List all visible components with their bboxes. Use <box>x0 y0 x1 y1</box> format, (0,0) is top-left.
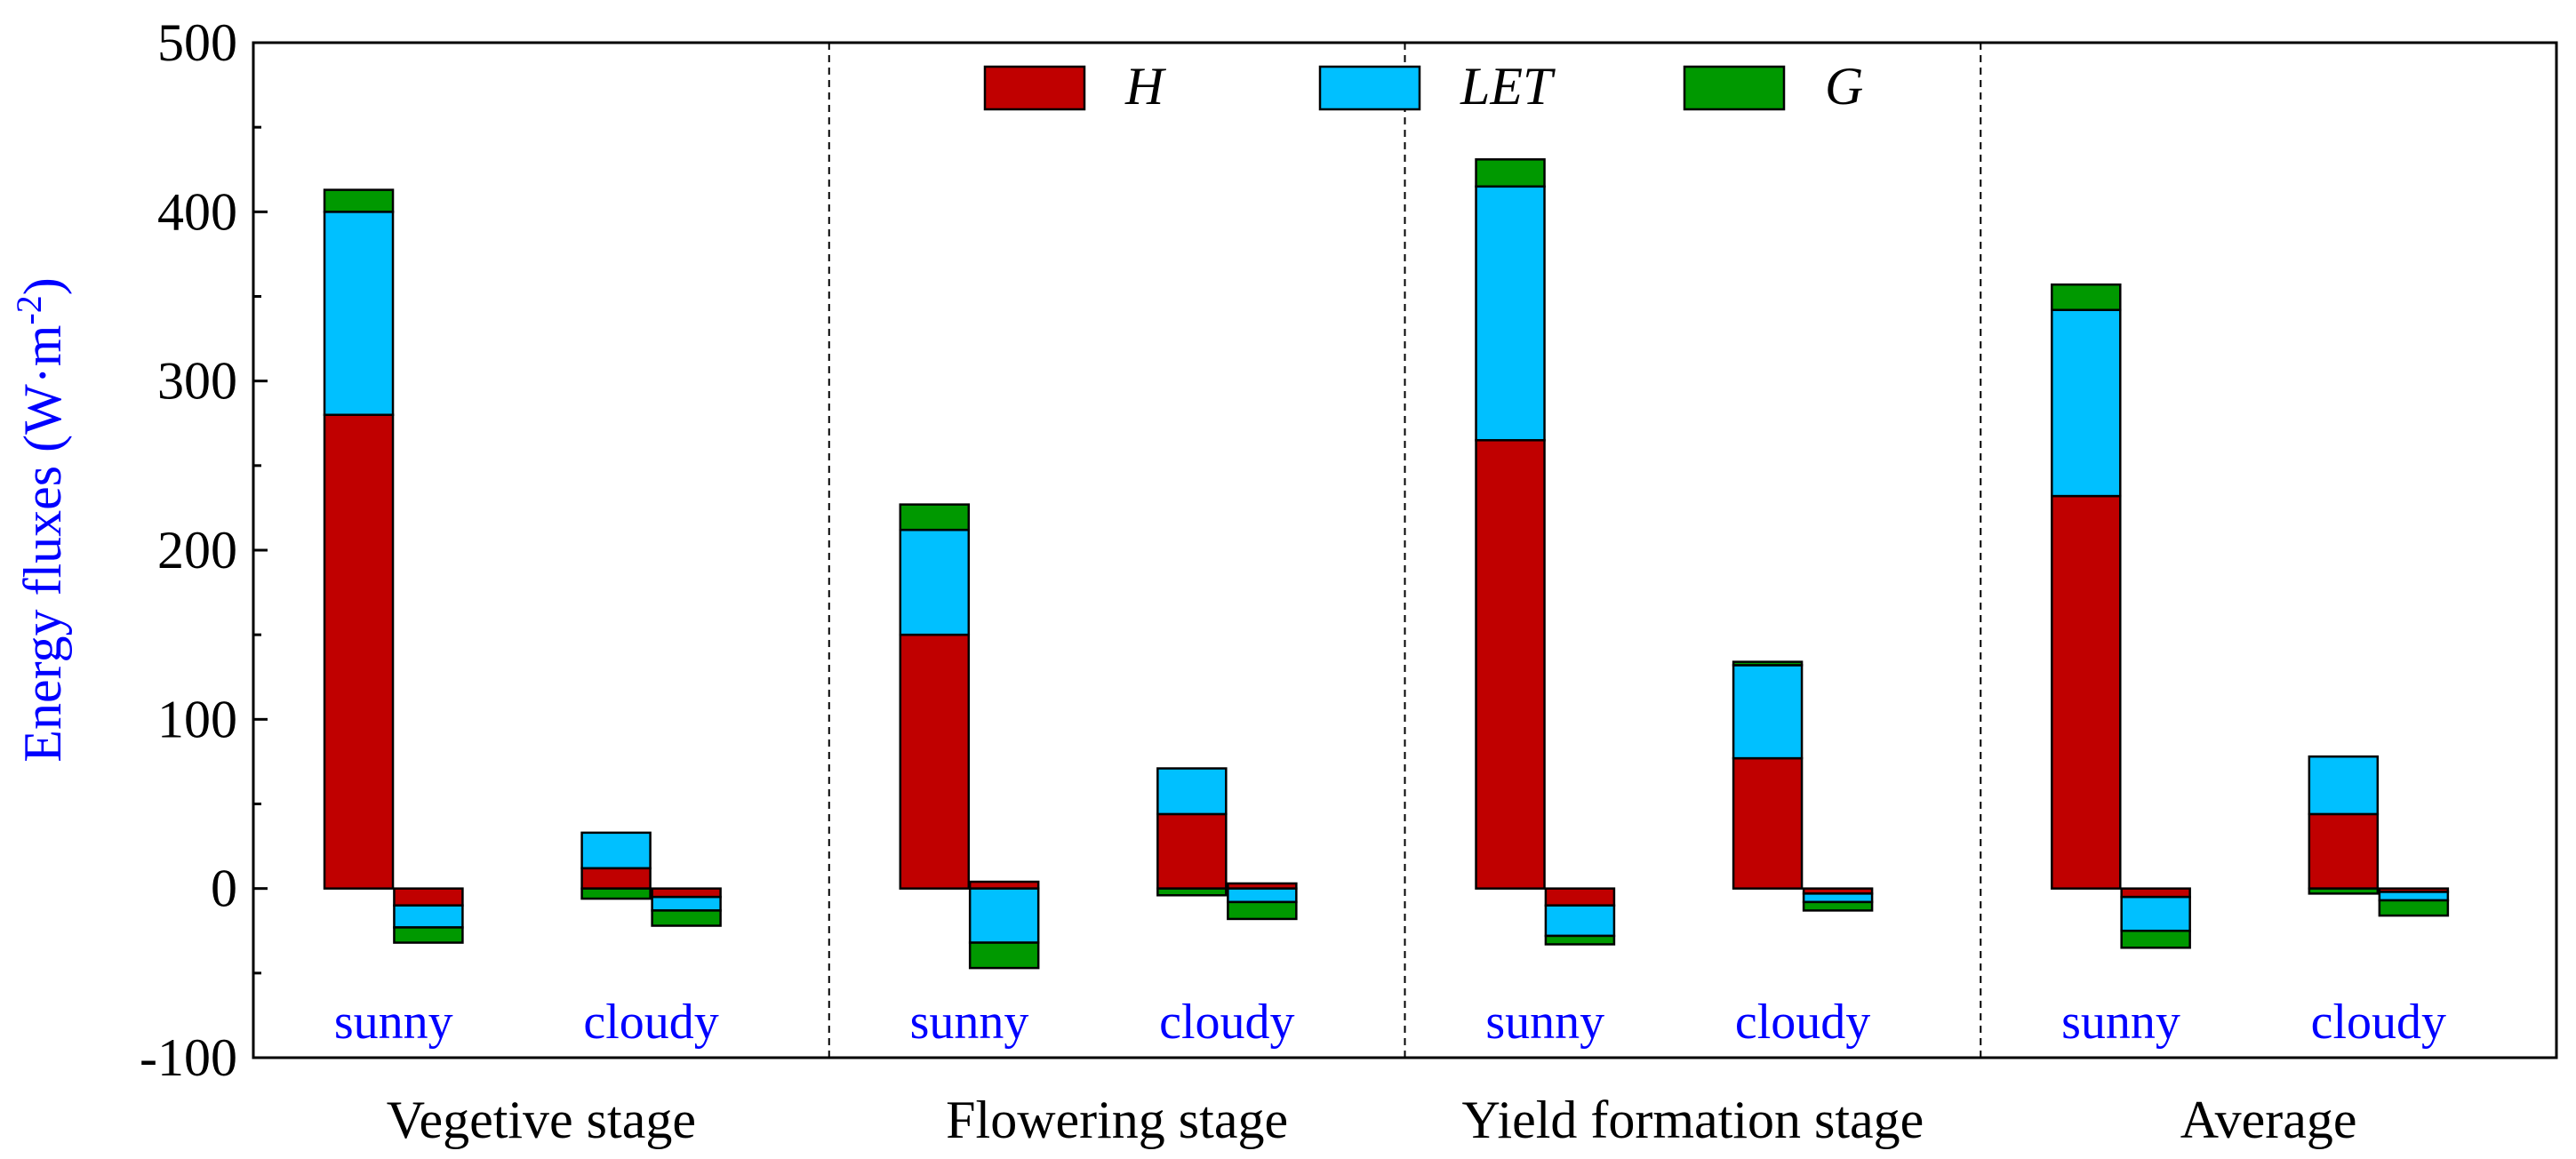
group-label-3: Average <box>2180 1091 2357 1149</box>
y-axis-label-close: ) <box>13 277 72 295</box>
bar-3-cloudy-night-G <box>2378 899 2450 917</box>
y-axis-label-main: Energy fluxes (W·m <box>13 325 72 763</box>
bar-2-cloudy-night-G <box>1802 900 1874 912</box>
legend-label-G: G <box>1825 57 1863 116</box>
bar-2-cloudy-day-LET <box>1732 664 1804 760</box>
condition-label-0-0: sunny <box>334 995 453 1050</box>
bar-3-sunny-day-H <box>2051 494 2122 890</box>
bar-2-sunny-day-H <box>1475 439 1546 890</box>
condition-label-1-0: sunny <box>910 995 1029 1050</box>
bar-2-sunny-day-G <box>1475 158 1546 188</box>
bar-0-cloudy-day-G <box>580 887 652 900</box>
bar-1-cloudy-day-LET <box>1156 767 1228 816</box>
bar-0-sunny-day-G <box>323 188 395 213</box>
bar-0-cloudy-day-H <box>580 867 652 890</box>
group-label-2: Yield formation stage <box>1461 1091 1924 1149</box>
bar-3-sunny-day-LET <box>2051 308 2122 498</box>
bar-1-cloudy-day-H <box>1156 812 1228 890</box>
bars-layer <box>323 158 2450 970</box>
bar-1-sunny-night-G <box>968 941 1040 970</box>
axes-layer <box>252 41 2558 1059</box>
bar-0-sunny-night-G <box>393 926 464 944</box>
bar-1-sunny-day-G <box>899 503 971 532</box>
bar-1-sunny-day-LET <box>899 528 971 636</box>
condition-label-3-0: sunny <box>2061 995 2180 1050</box>
y-tick-label: 400 <box>157 182 237 241</box>
bar-0-cloudy-night-LET <box>651 895 722 912</box>
bar-3-cloudy-day-G <box>2308 887 2380 895</box>
bar-2-sunny-day-LET <box>1475 185 1546 442</box>
y-axis-label-superscript: -2 <box>9 295 49 324</box>
y-tick-label: 100 <box>157 690 237 748</box>
bar-0-sunny-night-LET <box>393 904 464 929</box>
bar-3-sunny-night-LET <box>2120 895 2191 932</box>
labels-layer: Vegetive stage sunny cloudy Flowering stage… <box>140 13 2446 1149</box>
y-tick-label: 500 <box>157 13 237 72</box>
bar-0-cloudy-day-LET <box>580 831 652 870</box>
bar-2-cloudy-night-LET <box>1802 892 1874 904</box>
bar-0-sunny-day-LET <box>323 211 395 416</box>
bar-3-sunny-day-G <box>2051 283 2122 311</box>
group-label-0: Vegetive stage <box>387 1091 696 1149</box>
y-axis-label: Energy fluxes (W·m-2) <box>9 277 72 762</box>
bar-1-cloudy-night-G <box>1227 900 1298 921</box>
condition-label-0-1: cloudy <box>583 995 718 1050</box>
condition-label-3-1: cloudy <box>2311 995 2446 1050</box>
bar-0-cloudy-night-G <box>651 909 722 927</box>
legend-label-H: H <box>1124 57 1167 116</box>
bar-2-sunny-night-LET <box>1544 904 1616 938</box>
bar-1-cloudy-day-G <box>1156 887 1228 897</box>
legend-swatch-H <box>983 65 1086 111</box>
bar-3-cloudy-day-H <box>2308 812 2380 890</box>
legend-swatch-LET <box>1318 65 1421 111</box>
bar-1-sunny-day-H <box>899 633 971 890</box>
bar-2-cloudy-day-G <box>1732 660 1804 667</box>
y-tick-label: 0 <box>211 859 237 918</box>
legend-swatch-G <box>1683 65 1786 111</box>
condition-label-2-1: cloudy <box>1735 995 1870 1050</box>
bar-1-sunny-night-LET <box>968 887 1040 944</box>
legend: H LET G <box>983 57 1863 116</box>
bar-0-sunny-night-H <box>393 887 464 907</box>
bar-2-sunny-night-H <box>1544 887 1616 907</box>
legend-label-LET: LET <box>1460 57 1556 116</box>
bar-0-cloudy-night-H <box>651 887 722 899</box>
bar-3-sunny-night-G <box>2120 930 2191 949</box>
y-tick-label: 200 <box>157 521 237 580</box>
bar-2-sunny-night-G <box>1544 934 1616 946</box>
bar-2-cloudy-day-H <box>1732 756 1804 890</box>
condition-label-1-1: cloudy <box>1159 995 1294 1050</box>
group-label-1: Flowering stage <box>946 1091 1288 1149</box>
bar-3-sunny-night-H <box>2120 887 2191 899</box>
bar-3-cloudy-night-LET <box>2378 891 2450 902</box>
y-tick-label: 300 <box>157 352 237 411</box>
bar-3-cloudy-day-LET <box>2308 755 2380 816</box>
condition-label-2-0: sunny <box>1485 995 1604 1050</box>
bar-1-cloudy-night-LET <box>1227 887 1298 904</box>
y-tick-label: -100 <box>140 1028 237 1087</box>
bar-0-sunny-day-H <box>323 413 395 890</box>
